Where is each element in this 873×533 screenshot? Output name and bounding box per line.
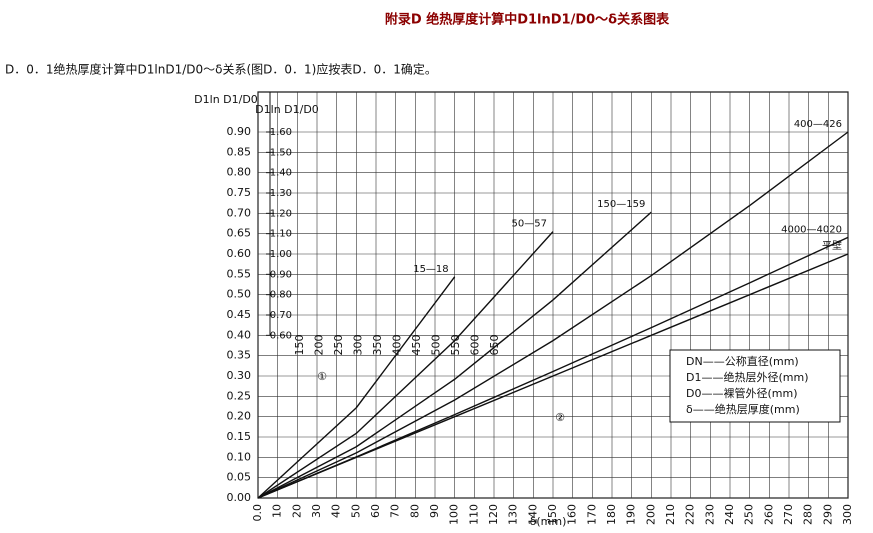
series-label: 平壁	[822, 239, 842, 252]
y2-tick-label: 1.40	[270, 168, 292, 179]
y-tick-label: 0.70	[227, 206, 252, 219]
x-tick-label: 40	[330, 504, 343, 518]
legend-note: D1——绝热层外径(mm)	[686, 370, 808, 384]
x-tick-label: 170	[585, 504, 598, 525]
mid-scale-label: 400	[391, 335, 404, 356]
x-tick-label: 230	[703, 504, 716, 525]
x-tick-label: 220	[684, 504, 697, 525]
y-tick-label: 0.15	[227, 430, 252, 443]
paragraph: D．0．1绝热厚度计算中D1lnD1/D0～δ关系(图D．0．1)应按表D．0．…	[5, 62, 437, 77]
mid-scale-label: 150	[293, 335, 306, 356]
x-tick-label: 70	[389, 504, 402, 518]
mid-scale-label: 600	[469, 335, 482, 356]
mid-scale-label: 200	[313, 335, 326, 356]
y2-tick-label: 1.00	[270, 249, 292, 260]
y2-tick-label: 1.50	[270, 147, 292, 158]
x-tick-label: 30	[310, 504, 323, 518]
x-tick-label: 270	[782, 504, 795, 525]
x-tick-label: 240	[723, 504, 736, 525]
y-tick-label: 0.65	[227, 227, 252, 240]
x-tick-label: 150	[546, 504, 559, 525]
x-tick-label: 110	[467, 504, 480, 525]
y-tick-label: 0.35	[227, 349, 252, 362]
x-tick-label: 260	[762, 504, 775, 525]
series-label: 150—159	[597, 199, 645, 210]
y2-tick-label: 0.60	[270, 330, 292, 341]
y-tick-label: 0.05	[227, 471, 252, 484]
x-tick-label: 280	[802, 504, 815, 525]
y2-tick-label: 1.30	[270, 188, 292, 199]
data-line	[257, 131, 849, 499]
y-tick-label: 0.55	[227, 267, 252, 280]
series-label: 400—426	[794, 119, 842, 130]
mid-scale-label: 650	[488, 335, 501, 356]
y2-tick-label: 0.90	[270, 269, 292, 280]
series-label: 15—18	[413, 264, 448, 275]
page-title: 附录D 绝热厚度计算中D1lnD1/D0～δ关系图表	[385, 12, 670, 28]
x-tick-label: 140	[526, 504, 539, 525]
x-tick-label: 0.0	[251, 504, 264, 522]
x-tick-label: 300	[841, 504, 854, 525]
x-tick-label: 10	[271, 504, 284, 518]
legend-note: δ——绝热层厚度(mm)	[686, 402, 800, 416]
y2-tick-label: 1.10	[270, 229, 292, 240]
legend-box	[669, 349, 841, 423]
y-tick-label: 0.50	[227, 288, 252, 301]
mid-scale-label: 250	[332, 335, 345, 356]
y-tick-label: 0.30	[227, 369, 252, 382]
x-tick-label: 250	[743, 504, 756, 525]
y2-tick-label: 0.70	[270, 310, 292, 321]
y-label: D1ln D1/D0	[194, 93, 258, 106]
y-tick-label: 0.75	[227, 186, 252, 199]
y-tick-label: 0.85	[227, 145, 252, 158]
x-tick-label: 120	[487, 504, 500, 525]
y-tick-label: 0.00	[227, 491, 252, 504]
data-line	[257, 276, 456, 499]
y-tick-label: 0.40	[227, 328, 252, 341]
y-tick-label: 0.10	[227, 450, 252, 463]
legend-note: DN——公称直径(mm)	[686, 354, 799, 368]
annotation: ①	[317, 370, 327, 383]
y2-tick-label: 1.20	[270, 208, 292, 219]
legend-note: D0——裸管外径(mm)	[686, 386, 797, 400]
data-line	[257, 253, 849, 499]
x-tick-label: 80	[408, 504, 421, 518]
mid-scale-label: 350	[371, 335, 384, 356]
y2-tick-label: 1.60	[270, 127, 292, 138]
x-tick-label: 60	[369, 504, 382, 518]
y2-label: D1ln D1/D0	[255, 103, 319, 116]
y2-tick-label: 0.80	[270, 290, 292, 301]
annotation: ②	[555, 411, 565, 424]
mid-scale-label: 300	[352, 335, 365, 356]
x-label: δ(mm)	[530, 515, 567, 528]
x-tick-label: 290	[821, 504, 834, 525]
x-tick-label: 180	[605, 504, 618, 525]
x-tick-label: 210	[664, 504, 677, 525]
mid-scale-label: 450	[410, 335, 423, 356]
y-tick-label: 0.25	[227, 389, 252, 402]
y-tick-label: 0.20	[227, 410, 252, 423]
y-tick-label: 0.45	[227, 308, 252, 321]
data-line	[257, 211, 652, 499]
mid-scale-label: 500	[430, 335, 443, 356]
x-tick-label: 90	[428, 504, 441, 518]
y-tick-label: 0.60	[227, 247, 252, 260]
x-tick-label: 160	[566, 504, 579, 525]
series-label: 50—57	[512, 219, 547, 230]
y-tick-label: 0.80	[227, 166, 252, 179]
x-tick-label: 200	[644, 504, 657, 525]
x-tick-label: 20	[290, 504, 303, 518]
series-label: 4000—4020	[781, 224, 842, 235]
y-tick-label: 0.90	[227, 125, 252, 138]
x-tick-label: 100	[448, 504, 461, 525]
mid-scale-label: 550	[449, 335, 462, 356]
x-tick-label: 50	[349, 504, 362, 518]
x-tick-label: 130	[507, 504, 520, 525]
x-tick-label: 190	[625, 504, 638, 525]
data-line	[257, 231, 554, 499]
